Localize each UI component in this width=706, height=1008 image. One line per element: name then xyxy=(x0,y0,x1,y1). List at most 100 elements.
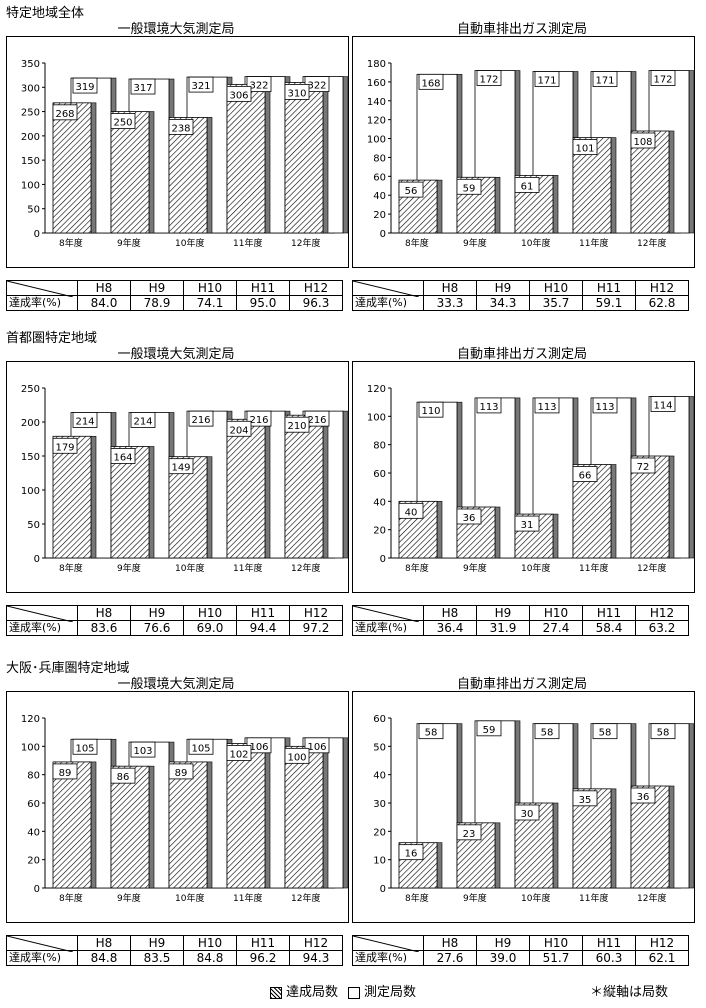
rate-value: 94.3 xyxy=(290,951,343,966)
svg-text:216: 216 xyxy=(191,415,210,426)
svg-text:56: 56 xyxy=(405,186,418,197)
y-tick-label: 250 xyxy=(21,108,40,119)
svg-text:317: 317 xyxy=(133,83,152,94)
year-header: H8 xyxy=(424,281,477,296)
svg-text:89: 89 xyxy=(59,768,72,779)
achieved-value-label: 16 xyxy=(399,845,423,860)
y-tick-label: 0 xyxy=(380,229,386,240)
panel-title: 一般環境大気測定局 xyxy=(6,673,346,692)
achieved-bar-shadow xyxy=(207,762,212,888)
measured-bar-shadow xyxy=(343,77,348,233)
year-header: H9 xyxy=(477,936,530,951)
year-header: H11 xyxy=(583,936,636,951)
x-tick-label: 10年度 xyxy=(175,237,204,249)
x-tick-label: 9年度 xyxy=(463,562,487,574)
achieved-bar-shadow xyxy=(437,501,442,558)
achieved-value-label: 66 xyxy=(573,467,597,482)
achieved-value-label: 30 xyxy=(515,805,539,820)
x-tick-label: 12年度 xyxy=(637,892,666,904)
year-header: H8 xyxy=(78,936,131,951)
achieved-bar xyxy=(53,103,91,233)
y-tick-label: 20 xyxy=(373,827,386,838)
y-tick-label: 350 xyxy=(21,59,40,70)
svg-text:72: 72 xyxy=(637,462,650,473)
diagonal-header-cell xyxy=(7,936,78,951)
svg-text:58: 58 xyxy=(425,728,438,739)
achieved-bar-shadow xyxy=(323,415,328,558)
x-tick-label: 9年度 xyxy=(117,892,141,904)
achieved-value-label: 31 xyxy=(515,516,539,531)
measured-value-label: 58 xyxy=(419,724,443,739)
measured-value-label: 105 xyxy=(73,739,97,754)
bar-chart: 020406080100120110408年度113369年度1133110年度… xyxy=(353,362,694,592)
svg-text:59: 59 xyxy=(463,183,476,194)
legend-measured: 測定局数 xyxy=(348,981,416,1000)
y-tick-label: 50 xyxy=(373,742,386,753)
achievement-rate-table: H8 H9 H10 H11 H12 達成率(%) 84.0 78.9 74.1 95.0 96.3 xyxy=(6,280,343,311)
rate-value: 62.8 xyxy=(636,296,689,311)
achieved-bar-shadow xyxy=(207,457,212,558)
achieved-value-label: 268 xyxy=(53,105,77,120)
year-header: H11 xyxy=(583,281,636,296)
svg-text:103: 103 xyxy=(133,746,152,757)
achieved-bar-shadow xyxy=(611,465,616,559)
chart-panel: 0 20 40 60 80 100 120 140 160 180 168 56 8年度 172 59 9年度… xyxy=(352,36,695,268)
rate-value: 60.3 xyxy=(583,951,636,966)
rate-value: 58.4 xyxy=(583,621,636,636)
year-header: H10 xyxy=(184,606,237,621)
measured-value-label: 59 xyxy=(477,721,501,736)
legend: 達成局数 測定局数 xyxy=(270,981,416,1000)
achieved-value-label: 72 xyxy=(631,458,655,473)
rate-value: 84.8 xyxy=(78,951,131,966)
x-tick-label: 11年度 xyxy=(233,562,262,574)
achieved-bar-shadow xyxy=(207,117,212,233)
achieved-bar-shadow xyxy=(437,180,442,233)
svg-text:36: 36 xyxy=(463,513,476,524)
year-header: H12 xyxy=(290,281,343,296)
chart-panel: 0 20 40 60 80 100 120 105 89 8年度 103 86 9年度 105 89 10年度… xyxy=(6,691,349,923)
measured-bar-shadow xyxy=(689,397,694,559)
y-tick-label: 0 xyxy=(380,554,386,565)
rate-value: 74.1 xyxy=(184,296,237,311)
y-tick-label: 150 xyxy=(21,156,40,167)
achieved-value-label: 89 xyxy=(169,764,193,779)
x-tick-label: 12年度 xyxy=(291,892,320,904)
y-tick-label: 50 xyxy=(27,205,40,216)
measured-value-label: 113 xyxy=(535,398,559,413)
year-header: H11 xyxy=(237,281,290,296)
svg-text:172: 172 xyxy=(479,75,498,86)
achieved-value-label: 179 xyxy=(53,438,77,453)
achieved-bar xyxy=(169,762,207,888)
rate-value: 34.3 xyxy=(477,296,530,311)
measured-bar-shadow xyxy=(343,411,348,558)
axis-note: ＊縦軸は局数 xyxy=(590,981,668,1000)
achieved-bar-shadow xyxy=(669,456,674,558)
rate-value: 27.6 xyxy=(424,951,477,966)
svg-text:30: 30 xyxy=(521,809,534,820)
svg-text:61: 61 xyxy=(521,181,534,192)
achieved-bar xyxy=(111,112,149,233)
achieved-bar-shadow xyxy=(91,103,96,233)
x-tick-label: 9年度 xyxy=(117,562,141,574)
achieved-bar xyxy=(285,415,323,558)
diagonal-header-cell xyxy=(353,936,424,951)
svg-text:216: 216 xyxy=(307,415,326,426)
x-tick-label: 10年度 xyxy=(521,562,550,574)
y-tick-label: 60 xyxy=(27,799,40,810)
svg-text:214: 214 xyxy=(133,416,152,427)
svg-text:36: 36 xyxy=(637,792,650,803)
achieved-value-label: 61 xyxy=(515,177,539,192)
achieved-bar-shadow xyxy=(91,436,96,558)
svg-text:31: 31 xyxy=(521,520,534,531)
achieved-bar-shadow xyxy=(91,762,96,888)
y-tick-label: 10 xyxy=(373,856,386,867)
achieved-bar-shadow xyxy=(149,112,154,233)
svg-text:89: 89 xyxy=(175,768,188,779)
x-tick-label: 11年度 xyxy=(579,237,608,249)
x-tick-label: 10年度 xyxy=(521,237,550,249)
x-tick-label: 8年度 xyxy=(405,237,429,249)
x-tick-label: 11年度 xyxy=(579,562,608,574)
achieved-bar xyxy=(53,762,91,888)
achieved-bar-shadow xyxy=(437,843,442,888)
achieved-value-label: 36 xyxy=(631,788,655,803)
